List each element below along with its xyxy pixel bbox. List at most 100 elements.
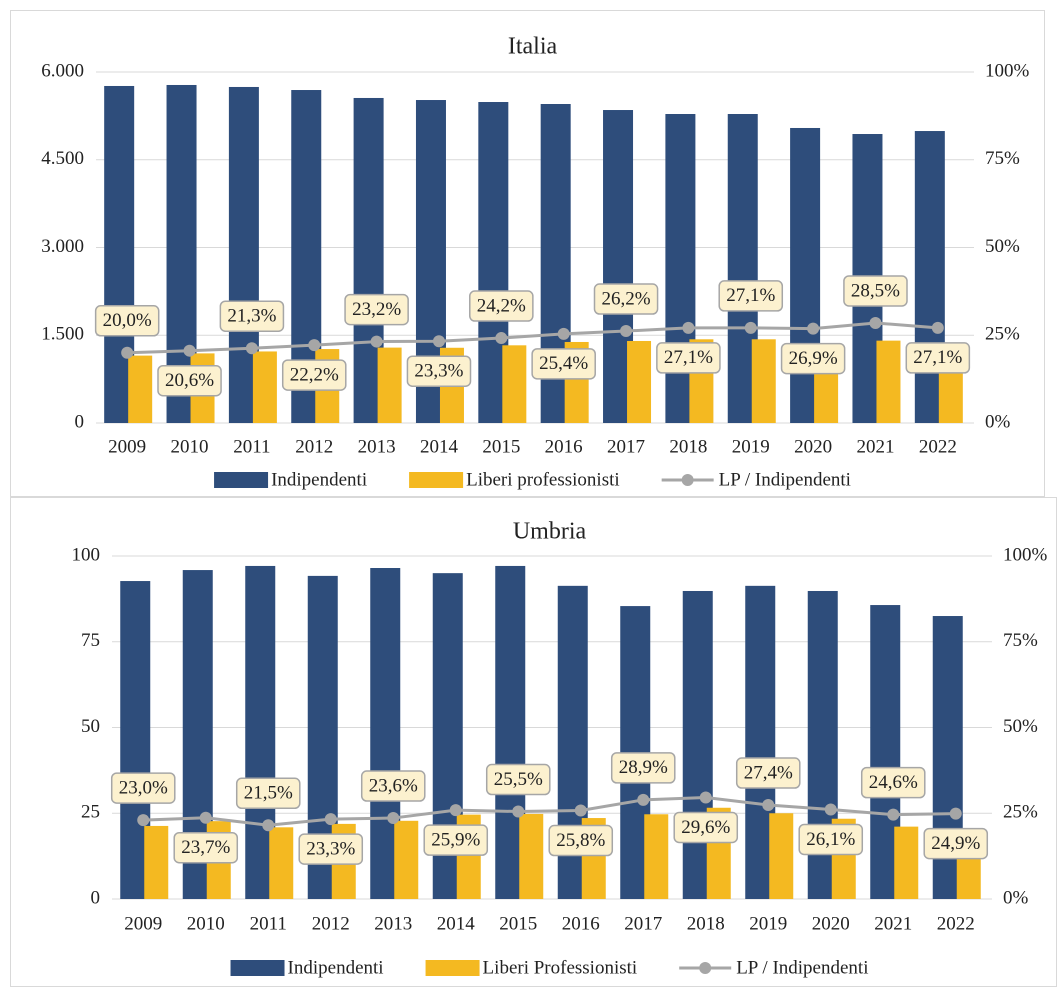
line-marker [121,346,134,359]
y2-tick-label: 25% [1003,802,1038,823]
data-label: 21,5% [244,783,293,804]
x-tick-label: 2016 [562,913,600,934]
data-label: 27,1% [664,347,713,368]
y-tick-label: 25 [81,802,100,823]
data-label-box [485,763,551,796]
x-tick-label: 2015 [482,436,520,457]
y-tick-label: 1.500 [41,324,84,345]
x-tick-label: 2013 [374,913,412,934]
y-tick-label: 100 [72,544,101,565]
y-tick-label: 4.500 [41,148,84,169]
y-tick-label: 6.000 [41,60,84,81]
x-tick-label: 2015 [499,913,537,934]
data-label-box [281,359,347,391]
x-tick-label: 2020 [812,913,850,934]
legend-label: Indipendenti [288,957,384,978]
data-label-box [593,283,659,315]
data-label-box [110,772,176,804]
x-tick-label: 2014 [420,436,459,457]
legend-swatch [425,960,480,976]
legend-swatch [230,960,285,976]
data-label-box [298,833,364,865]
data-label-box [860,766,926,799]
x-tick-label: 2012 [295,436,333,457]
line-marker [807,322,820,335]
bar [644,814,669,899]
data-label: 23,3% [414,361,463,382]
y-tick-label: 50 [81,716,100,737]
line-marker [637,793,650,806]
line-marker [824,803,837,816]
line-marker [137,814,150,827]
data-label: 22,2% [290,364,339,385]
data-label: 25,8% [556,830,605,851]
line-marker [887,808,900,821]
data-label-box [548,824,614,857]
x-tick-label: 2020 [794,436,832,457]
x-tick-label: 2011 [233,436,270,457]
data-label-box [780,342,846,375]
data-label-box [360,770,426,802]
line-marker [744,321,757,334]
legend-item: Indipendenti [214,469,367,490]
legend-label: Liberi professionisti [466,469,620,490]
legend-marker [681,474,694,486]
y2-tick-label: 50% [985,236,1020,257]
data-label: 23,6% [369,775,418,796]
legend-label: Indipendenti [271,469,367,490]
data-label-box [798,823,864,856]
bar [144,825,169,899]
data-label-box [735,757,801,789]
line-marker [199,811,212,824]
x-tick-label: 2009 [124,913,162,934]
data-label: 28,9% [619,757,668,778]
x-tick-label: 2018 [687,913,725,934]
data-label: 24,6% [869,772,918,793]
data-label: 24,2% [477,295,526,316]
x-tick-label: 2022 [937,913,975,934]
data-label: 21,3% [227,306,276,327]
line-marker [495,332,508,345]
bar [269,827,294,899]
x-tick-label: 2017 [607,436,645,457]
data-label: 20,0% [103,310,152,331]
data-label-box [656,342,721,374]
line-marker [574,804,587,817]
legend-item: LP / Indipendenti [661,469,851,490]
bar [252,351,277,423]
data-label-box [173,831,239,864]
line-marker [183,344,196,357]
legend-item: Indipendenti [230,957,384,978]
data-label: 26,1% [806,829,855,850]
x-tick-label: 2019 [732,436,770,457]
data-label: 23,0% [119,777,168,798]
data-label: 23,2% [352,299,401,320]
data-label-box [423,824,489,856]
data-label-box [219,300,285,332]
data-label: 27,4% [744,762,793,783]
bar [128,355,153,423]
line-marker [449,804,462,817]
data-label-box [673,811,739,844]
bar [502,345,527,423]
data-label-box [843,275,908,307]
data-label: 23,3% [306,838,355,859]
legend-label: Liberi Professionisti [483,957,638,978]
y2-tick-label: 75% [985,148,1020,169]
line-marker [557,327,570,340]
y-tick-label: 75 [81,630,100,651]
x-tick-label: 2021 [856,436,894,457]
legend-label: LP / Indipendenti [719,469,851,490]
line-marker [682,321,695,334]
x-tick-label: 2018 [669,436,707,457]
bar [769,813,794,899]
line-marker [949,807,962,820]
y2-tick-label: 75% [1003,630,1038,651]
chart-title: Italia [508,34,558,60]
data-label-box [94,305,160,337]
y2-tick-label: 0% [1003,887,1029,908]
data-label-box [610,752,676,784]
x-tick-label: 2014 [437,913,476,934]
data-label: 26,2% [601,288,650,309]
